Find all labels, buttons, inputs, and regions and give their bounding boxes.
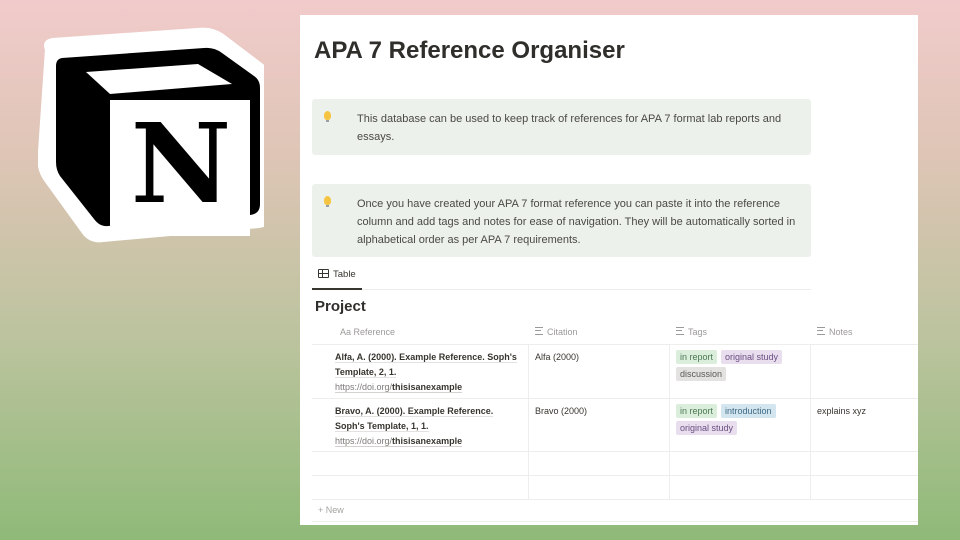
list-icon: [676, 327, 684, 335]
column-label: Citation: [547, 327, 578, 337]
doi-link[interactable]: https://doi.org/thisisanexample: [335, 436, 463, 447]
callout-text: Once you have created your APA 7 format …: [357, 198, 796, 246]
notion-logo: N: [38, 27, 264, 243]
column-label: Reference: [353, 327, 396, 337]
tags-cell[interactable]: in report introduction original study: [670, 399, 811, 451]
lightbulb-icon: [324, 196, 331, 207]
doi-prefix: https://doi.org/: [335, 382, 393, 392]
table-icon: [318, 269, 329, 278]
notion-page: APA 7 Reference Organiser This database …: [300, 15, 918, 525]
column-header-notes[interactable]: Notes: [811, 320, 918, 344]
tags-cell[interactable]: in report original study discussion: [670, 345, 811, 398]
column-header-tags[interactable]: Tags: [670, 320, 811, 344]
reference-cell[interactable]: Alfa, A. (2000). Example Reference. Soph…: [312, 345, 529, 398]
tab-label: Table: [333, 269, 356, 280]
callout-text: This database can be used to keep track …: [357, 113, 782, 143]
column-label: Notes: [829, 327, 853, 337]
reference-text: Alfa, A. (2000). Example Reference. Soph…: [335, 352, 517, 378]
table-header: Aa Reference Citation Tags Notes: [312, 320, 918, 345]
citation-cell[interactable]: Alfa (2000): [529, 345, 670, 398]
empty-row[interactable]: [312, 452, 918, 476]
tag: original study: [721, 350, 783, 364]
reference-text: Bravo, A. (2000). Example Reference. Sop…: [335, 406, 494, 432]
text-icon: [817, 327, 825, 335]
doi-prefix: https://doi.org/: [335, 436, 393, 446]
table-row[interactable]: Alfa, A. (2000). Example Reference. Soph…: [312, 345, 918, 399]
text-icon: [535, 327, 543, 335]
view-tabs: Table: [312, 265, 811, 290]
callout-info: This database can be used to keep track …: [312, 99, 811, 155]
svg-text:N: N: [131, 99, 232, 228]
page-title: APA 7 Reference Organiser: [314, 37, 625, 64]
lightbulb-icon: [324, 111, 331, 122]
doi-link[interactable]: https://doi.org/thisisanexample: [335, 382, 463, 393]
reference-cell[interactable]: Bravo, A. (2000). Example Reference. Sop…: [312, 399, 529, 451]
column-label: Tags: [688, 327, 708, 337]
empty-row[interactable]: [312, 476, 918, 500]
tag: original study: [676, 421, 738, 435]
doi-suffix: thisisanexample: [392, 436, 463, 446]
column-header-citation[interactable]: Citation: [529, 320, 670, 344]
notes-cell[interactable]: [811, 345, 918, 398]
tag: introduction: [721, 404, 776, 418]
column-header-reference[interactable]: Aa Reference: [312, 320, 529, 344]
notes-cell[interactable]: explains xyz: [817, 406, 867, 416]
table-row[interactable]: Bravo, A. (2000). Example Reference. Sop…: [312, 399, 918, 452]
tab-table[interactable]: Table: [312, 265, 362, 290]
database-title: Project: [315, 298, 366, 315]
citation-cell[interactable]: Bravo (2000): [529, 399, 670, 451]
doi-suffix: thisisanexample: [392, 382, 463, 392]
tag: in report: [676, 350, 718, 364]
tag: in report: [676, 404, 718, 418]
title-property-icon: Aa: [340, 327, 352, 337]
tag: discussion: [676, 367, 727, 381]
database-table: Aa Reference Citation Tags Notes Alfa, A…: [312, 320, 918, 522]
add-new-row-button[interactable]: + New: [312, 500, 918, 522]
callout-instructions: Once you have created your APA 7 format …: [312, 184, 811, 257]
